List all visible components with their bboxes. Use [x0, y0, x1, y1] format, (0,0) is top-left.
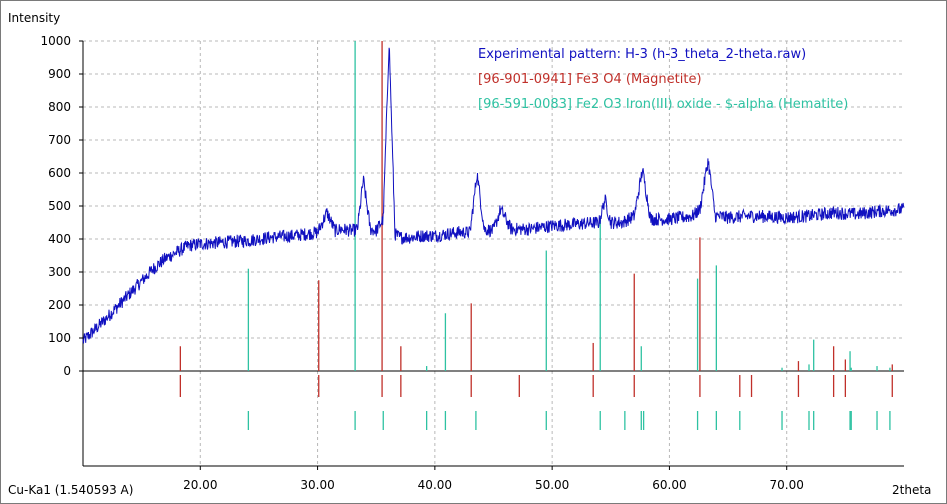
y-tick-label: 400: [48, 232, 71, 246]
axes: 0 100 200 300 400 500 600 700 800 900 1000 20.00 30.…: [40, 34, 904, 492]
legend-entry-experimental: Experimental pattern: H-3 (h-3_theta_2-t…: [478, 47, 807, 62]
y-tick-label: 0: [63, 364, 71, 378]
y-tick-label: 900: [48, 67, 71, 81]
x-tick-label: 40.00: [418, 478, 452, 492]
y-tick-label: 1000: [40, 34, 71, 48]
y-tick-label: 500: [48, 199, 71, 213]
legend-entry-hematite: [96-591-0083] Fe2 O3 Iron(III) oxide - $…: [478, 97, 849, 112]
y-axis-label: Intensity: [8, 11, 61, 25]
legend-entry-magnetite: [96-901-0941] Fe3 O4 (Magnetite): [478, 72, 702, 87]
x-tick-label: 30.00: [300, 478, 334, 492]
x-tick-label: 70.00: [770, 478, 804, 492]
radiation-label: Cu-Ka1 (1.540593 A): [8, 483, 134, 497]
x-tick-label: 20.00: [183, 478, 217, 492]
y-tick-label: 300: [48, 265, 71, 279]
reference-markers: [179, 375, 893, 430]
y-tick-label: 600: [48, 166, 71, 180]
reference-sticks: [179, 41, 893, 371]
experimental-pattern-line: [82, 47, 905, 344]
x-tick-label: 50.00: [535, 478, 569, 492]
y-tick-label: 100: [48, 331, 71, 345]
x-tick-label: 60.00: [652, 478, 686, 492]
y-tick-label: 800: [48, 100, 71, 114]
x-axis-label: 2theta: [892, 483, 932, 497]
grid: [83, 40, 904, 466]
y-tick-label: 200: [48, 298, 71, 312]
y-tick-label: 700: [48, 133, 71, 147]
